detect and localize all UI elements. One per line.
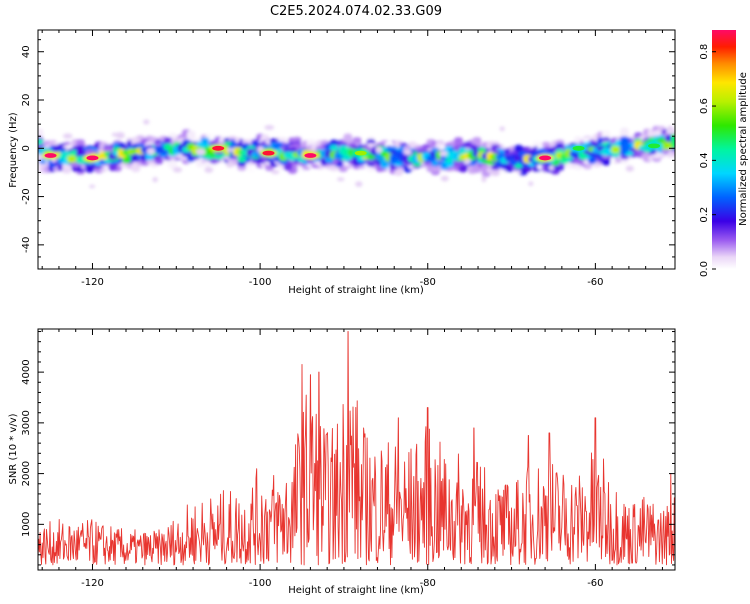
x-tick-label: -80 [420, 578, 436, 589]
spectrogram-panel: -120 -100 -80 -60 -40 -20 0 20 40 Height of stra… [8, 29, 676, 296]
spectrogram-speck [440, 175, 449, 182]
colorbar-tick-label: 0.4 [699, 152, 710, 168]
snr-frame [37, 328, 676, 571]
spectrogram-speck [126, 137, 133, 141]
y-tick-label: 2000 [21, 461, 32, 486]
spectrogram-speck [613, 160, 620, 164]
spectrogram-speck [667, 125, 673, 132]
spectrogram-speck [264, 125, 275, 130]
colorbar-tick-label: 0.8 [699, 44, 710, 60]
x-tick-label: -100 [249, 277, 272, 288]
spectrogram-speck [528, 181, 534, 187]
y-tick-label: -40 [21, 237, 32, 253]
y-tick-label: -20 [21, 188, 32, 204]
spectrogram-speck [499, 126, 505, 132]
spectrogram-speck [226, 148, 235, 152]
spectrogram-speck [271, 169, 280, 175]
spectrogram-speck [327, 164, 338, 171]
spectrogram-peak [212, 145, 225, 151]
spectrogram-speck [548, 165, 555, 171]
spectrogram-speck [336, 177, 345, 182]
spectrogram-speck [440, 150, 448, 157]
spectrogram-speck [89, 184, 96, 189]
colorbar-tick-label: 0.6 [699, 98, 710, 114]
snr-series-line [38, 331, 675, 566]
spectrogram-ylabel: Frequency (Hz) [8, 112, 19, 188]
spectrogram-speck [234, 137, 240, 143]
y-tick-label: 3000 [21, 410, 32, 435]
y-tick-label: 40 [21, 45, 32, 58]
spectrogram-speck [143, 119, 150, 125]
spectrogram-speck [465, 158, 472, 164]
snr-ylabel: SNR (10 * v/v) [8, 413, 19, 484]
spectrogram-xlabel: Height of straight line (km) [288, 285, 424, 296]
x-tick-label: -80 [420, 277, 436, 288]
figure-title: C2E5.2024.074.02.33.G09 [270, 4, 442, 19]
x-tick-label: -120 [81, 578, 104, 589]
spectrogram-speck [152, 177, 158, 183]
spectrogram-peak [648, 143, 661, 149]
spectrogram-peak [44, 153, 57, 158]
x-tick-label: -60 [587, 277, 603, 288]
spectrogram-peak [304, 153, 317, 158]
spectrogram-speck [195, 148, 206, 156]
y-tick-label: 4000 [21, 359, 32, 384]
spectrogram-speck [111, 132, 118, 137]
snr-line-area [38, 331, 675, 566]
spectrogram-peak [262, 150, 275, 156]
spectrogram-speck [625, 165, 634, 172]
spectrogram-cell [38, 138, 44, 145]
snr-xlabel: Height of straight line (km) [288, 585, 424, 596]
spectrogram-cell [670, 138, 675, 148]
colorbar-tick-label: 0.2 [699, 207, 710, 223]
spectrogram-peak [539, 155, 552, 161]
spectrogram-speck [395, 144, 401, 148]
spectrogram-speck [204, 166, 214, 173]
spectrogram-speck [668, 129, 675, 134]
y-tick-label: 1000 [21, 512, 32, 537]
colorbar-ticks: 0.0 0.2 0.4 0.6 0.8 [699, 44, 716, 277]
spectrogram-speck [146, 147, 156, 155]
spectrogram-speck [481, 176, 487, 183]
x-tick-label: -100 [249, 578, 272, 589]
spectrogram-peak [86, 155, 99, 161]
x-tick-label: -60 [587, 578, 603, 589]
colorbar: 0.0 0.2 0.4 0.6 0.8 Normalized spectral ampl… [699, 30, 749, 277]
spectrogram-heatmap [38, 119, 675, 189]
x-tick-label: -120 [81, 277, 104, 288]
spectrogram-speck [516, 170, 522, 174]
spectrogram-speck [225, 161, 234, 168]
spectrogram-peak [572, 145, 585, 151]
snr-panel: -120 -100 -80 -60 1000 2000 3000 4000 Height of… [8, 328, 676, 596]
colorbar-tick-label: 0.0 [699, 261, 710, 277]
y-tick-label: 20 [21, 94, 32, 107]
spectrogram-speck [375, 146, 383, 154]
spectrogram-ticks: -120 -100 -80 -60 -40 -20 0 20 40 [21, 30, 675, 288]
spectrogram-frame [37, 29, 676, 270]
spectrogram-speck [355, 181, 363, 188]
colorbar-gradient [712, 30, 736, 269]
spectrogram-speck [115, 132, 125, 139]
spectrogram-speck [62, 133, 73, 139]
spectrogram-speck [172, 167, 183, 173]
spectrogram-speck [310, 147, 316, 151]
colorbar-label: Normalized spectral amplitude [738, 72, 749, 226]
spectrogram-peak [354, 150, 367, 156]
snr-ticks: -120 -100 -80 -60 1000 2000 3000 4000 [21, 329, 675, 589]
spectrogram-speck [403, 149, 412, 155]
y-tick-label: 0 [21, 145, 32, 151]
